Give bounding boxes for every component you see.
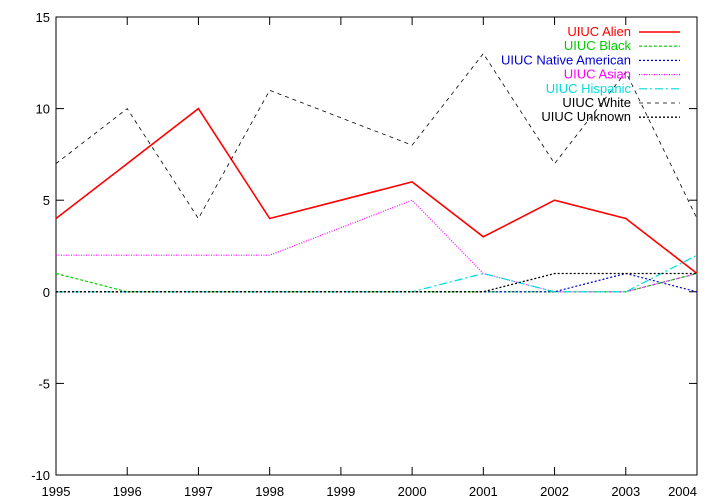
y-tick-label: 10 — [36, 102, 50, 117]
legend-label: UIUC Black — [564, 38, 632, 53]
x-tick-label: 1999 — [326, 484, 355, 499]
series-line-uiuc-black — [55, 272, 698, 293]
legend-label: UIUC Alien — [567, 24, 631, 39]
legend-label: UIUC Native American — [501, 52, 631, 67]
series-line-uiuc-asian — [56, 199, 698, 293]
x-tick-label: 1998 — [255, 484, 284, 499]
y-tick-label: 0 — [43, 285, 50, 300]
series-line-uiuc-native-american — [56, 272, 698, 293]
x-tick-label: 2001 — [469, 484, 498, 499]
x-tick-label: 1997 — [184, 484, 213, 499]
y-tick-label: -10 — [31, 468, 50, 483]
x-tick-label: 1995 — [42, 484, 71, 499]
y-tick-label: 15 — [36, 10, 50, 25]
series-lines — [55, 52, 698, 293]
y-tick-label: 5 — [43, 193, 50, 208]
x-tick-label: 2004 — [668, 484, 697, 499]
x-tick-label: 2002 — [540, 484, 569, 499]
series-line-uiuc-unknown — [56, 272, 697, 293]
series-line-uiuc-hispanic — [56, 254, 698, 293]
series-line-uiuc-white — [55, 52, 698, 220]
legend-label: UIUC Unknown — [541, 109, 631, 124]
legend-label: UIUC White — [562, 95, 631, 110]
y-tick-label: -5 — [38, 376, 50, 391]
axis-ticks: -10 -5 0 5 10 15 1995 1996 1997 1998 1999 2000 2001 2… — [31, 10, 698, 499]
x-tick-label: 2003 — [611, 484, 640, 499]
legend-label: UIUC Asian — [564, 67, 631, 82]
legend-label: UIUC Hispanic — [546, 81, 632, 96]
series-line-uiuc-alien — [55, 107, 698, 275]
x-tick-label: 2000 — [398, 484, 427, 499]
x-tick-label: 1996 — [113, 484, 142, 499]
plot-frame — [55, 16, 698, 476]
